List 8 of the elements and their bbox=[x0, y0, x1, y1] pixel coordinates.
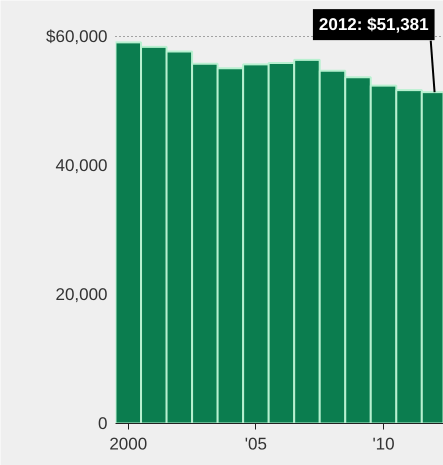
annotation: 2012: $51,381 bbox=[318, 15, 429, 34]
x-tick-label: '10 bbox=[372, 434, 395, 454]
y-tick-label: 20,000 bbox=[56, 285, 108, 304]
y-tick-label: $60,000 bbox=[46, 27, 108, 46]
y-tick-label: 0 bbox=[98, 414, 108, 433]
x-tick-label: '05 bbox=[244, 434, 267, 454]
y-tick-label: 40,000 bbox=[56, 156, 108, 176]
x-tick-label: 2000 bbox=[109, 434, 148, 454]
